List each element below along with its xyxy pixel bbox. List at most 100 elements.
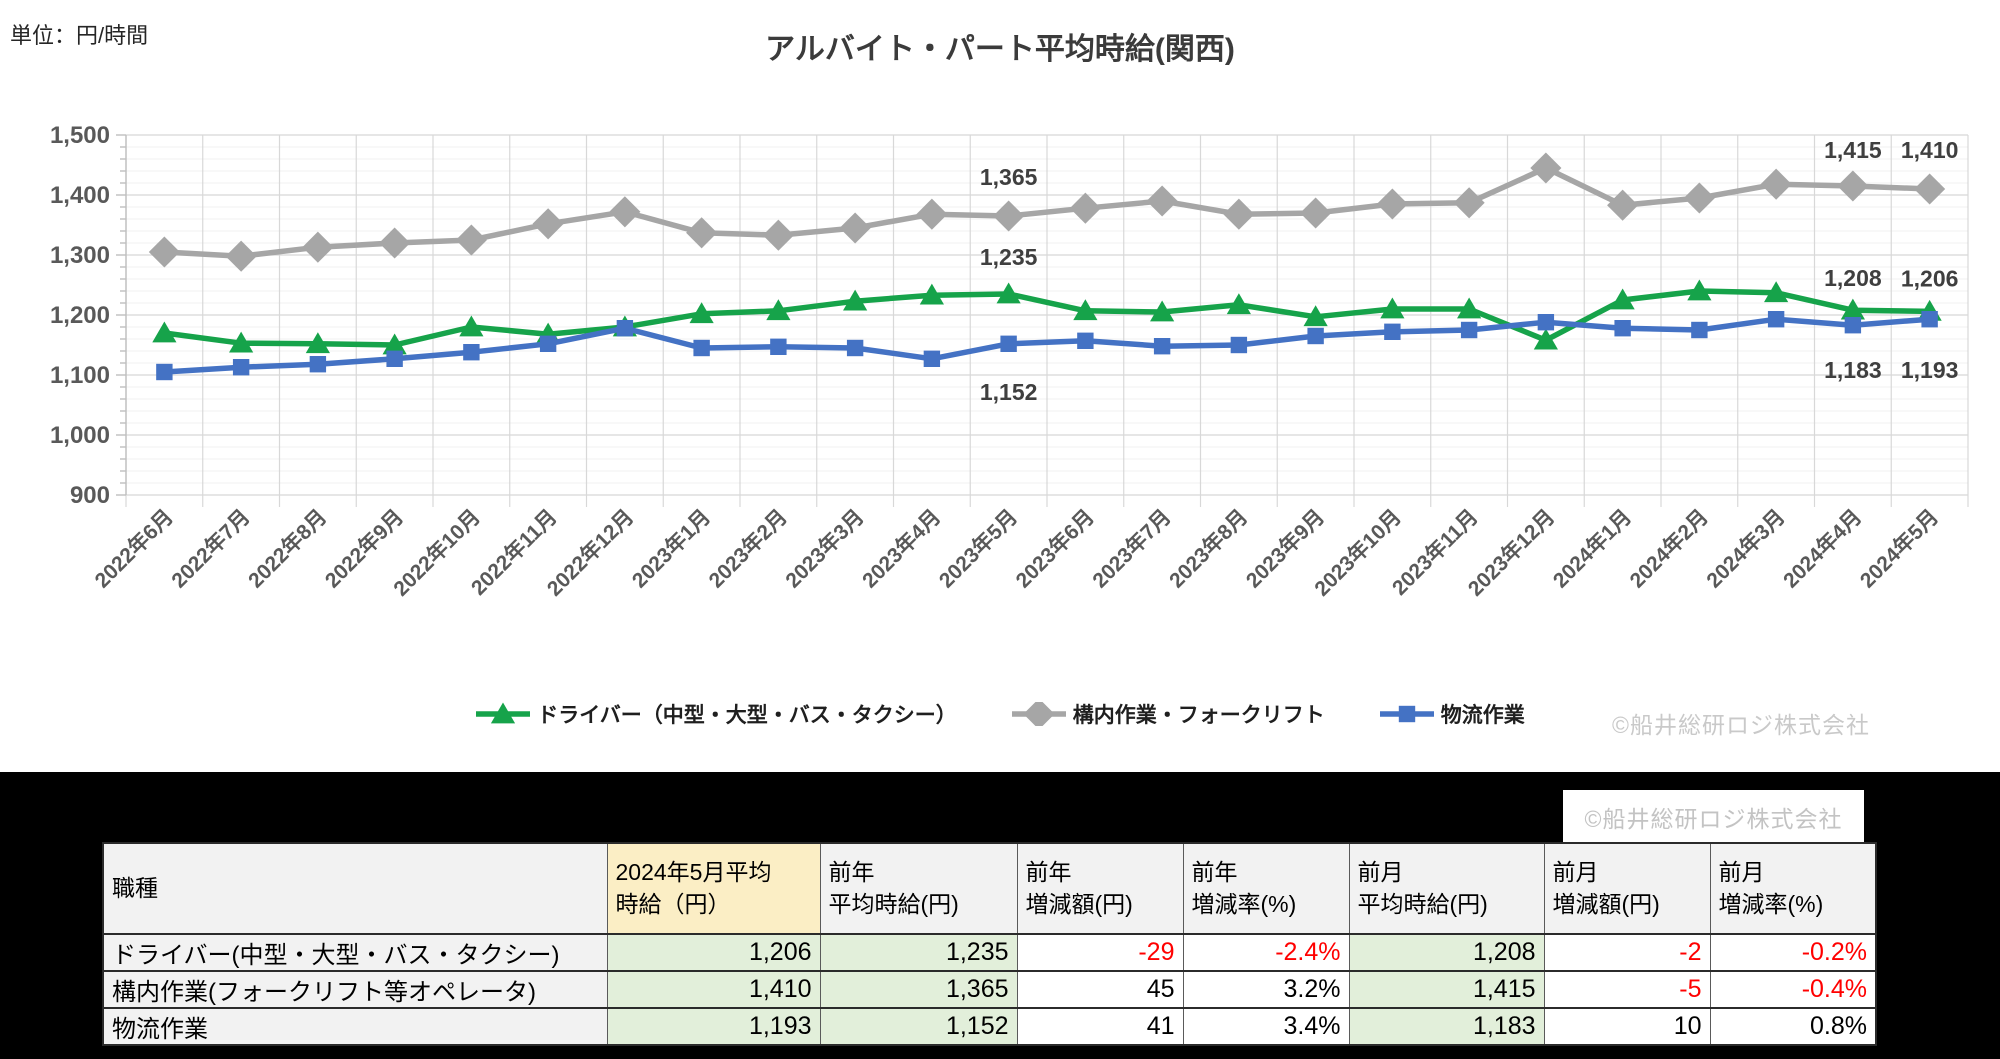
wage-summary-table: 職種 2024年5月平均 時給（円） 前年 平均時給(円) 前年 増減額(円) 前年 増減率(%… xyxy=(102,842,1877,1046)
triangle-marker xyxy=(491,702,516,724)
square-marker xyxy=(386,350,403,367)
diamond-marker xyxy=(302,231,334,263)
value-cell: 1,415 xyxy=(1348,970,1545,1009)
square-marker xyxy=(1844,317,1862,334)
data-label: 1,235 xyxy=(980,244,1038,270)
square-marker xyxy=(1691,321,1708,339)
triangle-marker xyxy=(459,315,484,337)
legend-marker-diamond xyxy=(1011,702,1066,726)
x-axis-label: 2024年4月 xyxy=(1778,505,1866,593)
value-cell: 41 xyxy=(1016,1007,1184,1046)
wage-line-chart: 900 1,000 1,100 1,200 1,300 1,400 1,500 2022年6月… xyxy=(50,122,1969,601)
diamond-marker xyxy=(1146,185,1178,217)
diamond-marker xyxy=(1223,198,1255,230)
value-cell: 1,365 xyxy=(819,970,1018,1009)
triangle-marker xyxy=(1533,328,1558,350)
square-marker xyxy=(539,335,557,352)
triangle-marker xyxy=(1303,305,1328,327)
legend-marker-triangle xyxy=(476,702,531,724)
value-cell: 3.2% xyxy=(1182,970,1350,1009)
x-axis-label: 2023年3月 xyxy=(781,505,869,593)
legend-item-warehouse: 構内作業・フォークリフト xyxy=(1011,699,1325,729)
value-cell: 1,193 xyxy=(606,1007,821,1046)
diamond-marker xyxy=(993,200,1025,232)
triangle-marker xyxy=(843,289,868,311)
triangle-marker xyxy=(1457,297,1482,319)
triangle-marker xyxy=(919,283,944,305)
column-header: 前年 増減率(%) xyxy=(1182,842,1350,935)
diamond-marker xyxy=(839,212,871,244)
triangle-marker xyxy=(152,321,177,343)
data-label: 1,208 xyxy=(1824,265,1882,291)
value-cell: 1,183 xyxy=(1348,1007,1545,1046)
square-marker xyxy=(309,356,327,373)
x-axis-label: 2023年2月 xyxy=(704,505,792,593)
column-header: 2024年5月平均 時給（円） xyxy=(606,842,821,935)
diamond-marker xyxy=(1300,197,1332,229)
diamond-marker xyxy=(1530,152,1562,184)
y-axis-label: 900 xyxy=(70,482,110,509)
square-marker xyxy=(463,344,480,361)
value-cell: 3.4% xyxy=(1182,1007,1350,1046)
column-header: 前月 増減額(円) xyxy=(1543,842,1711,935)
x-axis-label: 2023年4月 xyxy=(857,505,945,593)
x-axis-label: 2024年2月 xyxy=(1625,505,1713,593)
diamond-marker xyxy=(225,240,257,272)
diamond-marker xyxy=(1914,173,1946,205)
value-cell: -2 xyxy=(1543,933,1711,972)
diamond-marker xyxy=(1607,189,1639,221)
value-cell: -29 xyxy=(1016,933,1184,972)
y-axis-label: 1,100 xyxy=(50,362,110,389)
chart-legend: ドライバー（中型・大型・バス・タクシー） 構内作業・フォークリフト 物流作業 xyxy=(0,699,2000,729)
column-header: 前年 平均時給(円) xyxy=(819,842,1018,935)
triangle-marker xyxy=(1610,288,1635,310)
square-marker xyxy=(693,339,710,357)
table-row: 物流作業 1,193 1,152 41 3.4% 1,183 10 0.8% xyxy=(102,1007,1877,1046)
y-axis-label: 1,000 xyxy=(50,422,110,449)
job-type-cell: ドライバー(中型・大型・バス・タクシー) xyxy=(102,933,608,972)
value-cell: 1,208 xyxy=(1348,933,1545,972)
square-marker xyxy=(616,320,634,337)
x-axis-label: 2024年1月 xyxy=(1548,505,1636,593)
y-axis-label: 1,200 xyxy=(50,302,110,329)
value-cell: 1,410 xyxy=(606,970,821,1009)
unit-label: 単位：円/時間 xyxy=(10,23,149,48)
square-marker xyxy=(923,350,941,367)
diamond-marker xyxy=(1683,182,1715,214)
legend-label: 物流作業 xyxy=(1440,704,1525,727)
chart-copyright: ©船井総研ロジ株式会社 xyxy=(1612,712,1870,738)
legend-item-logistics: 物流作業 xyxy=(1379,699,1525,729)
data-label: 1,365 xyxy=(980,164,1038,190)
triangle-marker xyxy=(689,302,714,324)
triangle-marker xyxy=(305,332,330,354)
data-label: 1,152 xyxy=(980,379,1038,405)
x-axis-label: 2024年5月 xyxy=(1855,505,1943,593)
x-axis-label: 2022年6月 xyxy=(90,505,178,593)
square-marker xyxy=(1307,327,1324,345)
column-header: 前月 平均時給(円) xyxy=(1348,842,1545,935)
diamond-marker xyxy=(148,236,180,268)
driver-line xyxy=(161,288,1933,348)
value-cell: -0.2% xyxy=(1709,933,1877,972)
column-header: 前月 増減率(%) xyxy=(1709,842,1877,935)
legend-item-driver: ドライバー（中型・大型・バス・タクシー） xyxy=(475,699,957,729)
diamond-marker xyxy=(916,198,948,230)
diamond-marker xyxy=(455,224,487,256)
data-label: 1,415 xyxy=(1824,137,1882,163)
triangle-marker xyxy=(766,299,791,321)
value-cell: -2.4% xyxy=(1182,933,1350,972)
square-marker xyxy=(846,339,864,357)
legend-label: 構内作業・フォークリフト xyxy=(1072,704,1325,727)
value-cell: 1,206 xyxy=(606,933,821,972)
triangle-marker xyxy=(1073,299,1098,321)
square-marker xyxy=(770,338,787,355)
triangle-marker xyxy=(1687,279,1712,301)
job-type-cell: 構内作業(フォークリフト等オペレータ) xyxy=(102,970,608,1009)
diamond-marker xyxy=(762,219,794,251)
triangle-marker xyxy=(996,282,1021,304)
value-cell: 10 xyxy=(1543,1007,1711,1046)
square-marker xyxy=(156,363,173,381)
square-marker xyxy=(1153,338,1171,355)
square-marker xyxy=(1614,320,1631,337)
diamond-marker xyxy=(609,196,641,228)
